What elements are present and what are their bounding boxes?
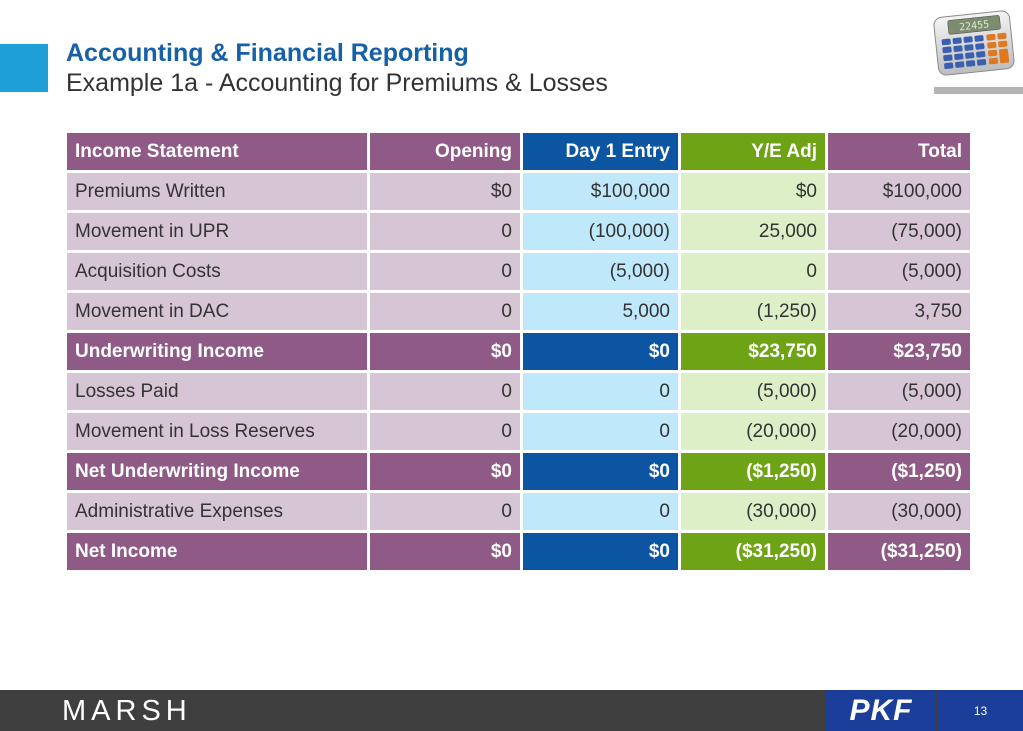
accent-square	[0, 44, 48, 92]
total-cell: (75,000)	[828, 213, 970, 250]
pkf-logo: PKF	[826, 690, 936, 731]
page-number: 13	[973, 703, 988, 718]
day1-cell: (5,000)	[523, 253, 678, 290]
opening-cell: 0	[370, 293, 520, 330]
column-header-day1-entry: Day 1 Entry	[523, 133, 678, 170]
row-label: Losses Paid	[67, 373, 367, 410]
total-cell: ($1,250)	[828, 453, 970, 490]
opening-cell: $0	[370, 453, 520, 490]
header-divider	[934, 87, 1023, 94]
day1-cell: 0	[523, 413, 678, 450]
column-header-opening: Opening	[370, 133, 520, 170]
day1-cell: 0	[523, 373, 678, 410]
ye-adj-cell: $23,750	[681, 333, 825, 370]
calculator-display: 22455	[959, 19, 990, 33]
page-subtitle: Example 1a - Accounting for Premiums & L…	[66, 69, 608, 97]
table-row: Acquisition Costs 0 (5,000) 0 (5,000)	[67, 253, 970, 290]
day1-cell: (100,000)	[523, 213, 678, 250]
ye-adj-cell: (30,000)	[681, 493, 825, 530]
subtotal-row: Net Underwriting Income $0 $0 ($1,250) (…	[67, 453, 970, 490]
column-header-total: Total	[828, 133, 970, 170]
total-cell: 3,750	[828, 293, 970, 330]
opening-cell: $0	[370, 333, 520, 370]
total-cell: ($31,250)	[828, 533, 970, 570]
ye-adj-cell: (1,250)	[681, 293, 825, 330]
row-label: Movement in Loss Reserves	[67, 413, 367, 450]
opening-cell: $0	[370, 533, 520, 570]
ye-adj-cell: (20,000)	[681, 413, 825, 450]
day1-cell: $0	[523, 453, 678, 490]
total-cell: (5,000)	[828, 253, 970, 290]
table-row: Movement in DAC 0 5,000 (1,250) 3,750	[67, 293, 970, 330]
table-row: Movement in UPR 0 (100,000) 25,000 (75,0…	[67, 213, 970, 250]
row-label: Net Income	[67, 533, 367, 570]
total-cell: (30,000)	[828, 493, 970, 530]
ye-adj-cell: ($1,250)	[681, 453, 825, 490]
opening-cell: 0	[370, 373, 520, 410]
day1-cell: $100,000	[523, 173, 678, 210]
ye-adj-cell: 25,000	[681, 213, 825, 250]
opening-cell: 0	[370, 493, 520, 530]
total-cell: $100,000	[828, 173, 970, 210]
day1-cell: 5,000	[523, 293, 678, 330]
opening-cell: 0	[370, 253, 520, 290]
row-label: Net Underwriting Income	[67, 453, 367, 490]
table-row: Premiums Written $0 $100,000 $0 $100,000	[67, 173, 970, 210]
opening-cell: $0	[370, 173, 520, 210]
row-label: Underwriting Income	[67, 333, 367, 370]
row-label: Acquisition Costs	[67, 253, 367, 290]
net-income-row: Net Income $0 $0 ($31,250) ($31,250)	[67, 533, 970, 570]
table-header-row: Income Statement Opening Day 1 Entry Y/E…	[67, 133, 970, 170]
day1-cell: $0	[523, 333, 678, 370]
table-row: Movement in Loss Reserves 0 0 (20,000) (…	[67, 413, 970, 450]
table-row: Losses Paid 0 0 (5,000) (5,000)	[67, 373, 970, 410]
total-cell: $23,750	[828, 333, 970, 370]
total-cell: (20,000)	[828, 413, 970, 450]
total-cell: (5,000)	[828, 373, 970, 410]
marsh-logo: MARSH	[62, 695, 192, 727]
page-title: Accounting & Financial Reporting	[66, 39, 469, 67]
table-row: Administrative Expenses 0 0 (30,000) (30…	[67, 493, 970, 530]
opening-cell: 0	[370, 413, 520, 450]
ye-adj-cell: 0	[681, 253, 825, 290]
calculator-icon: 22455	[933, 10, 1015, 76]
row-label: Movement in DAC	[67, 293, 367, 330]
day1-cell: 0	[523, 493, 678, 530]
ye-adj-cell: $0	[681, 173, 825, 210]
page-number-box: 13	[938, 690, 1023, 731]
row-label: Premiums Written	[67, 173, 367, 210]
ye-adj-cell: ($31,250)	[681, 533, 825, 570]
subtotal-row: Underwriting Income $0 $0 $23,750 $23,75…	[67, 333, 970, 370]
column-header-ye-adj: Y/E Adj	[681, 133, 825, 170]
opening-cell: 0	[370, 213, 520, 250]
pkf-logo-text: PKF	[849, 694, 913, 727]
row-label: Movement in UPR	[67, 213, 367, 250]
row-label: Administrative Expenses	[67, 493, 367, 530]
column-header-income-statement: Income Statement	[67, 133, 367, 170]
ye-adj-cell: (5,000)	[681, 373, 825, 410]
day1-cell: $0	[523, 533, 678, 570]
income-statement-table: Income Statement Opening Day 1 Entry Y/E…	[64, 130, 973, 573]
